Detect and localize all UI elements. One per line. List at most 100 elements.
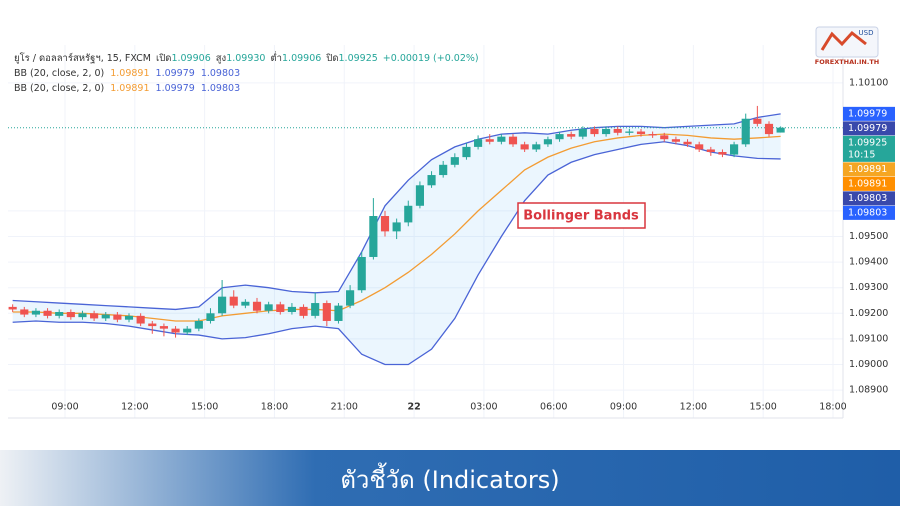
- candle-body: [66, 312, 75, 318]
- candle-body: [31, 310, 40, 315]
- ohlc-value: 1.09906: [171, 53, 210, 64]
- candle-body: [671, 139, 680, 142]
- candle-body: [136, 315, 145, 324]
- indicator-value: 1.09979: [156, 83, 195, 94]
- candle-body: [520, 144, 529, 150]
- candle-body: [543, 139, 552, 145]
- price-tag-label: 1.09979: [848, 123, 887, 134]
- candle-body: [55, 312, 64, 316]
- candle-body: [159, 326, 168, 329]
- symbol: ยูโร / ดอลลาร์สหรัฐฯ, 15, FXCM: [14, 52, 151, 64]
- footer-title: ตัวชี้วัด (Indicators): [340, 462, 559, 494]
- candle-body: [462, 146, 471, 158]
- candle-body: [753, 118, 762, 124]
- change: +0.00019 (+0.02%): [383, 53, 479, 64]
- band-fill: [12, 113, 781, 365]
- ohlc-value: 1.09925: [339, 53, 378, 64]
- candle-body: [602, 128, 611, 135]
- candle-body: [124, 315, 134, 320]
- x-tick-label: 12:00: [121, 402, 148, 413]
- upper-band: [12, 113, 781, 311]
- x-tick-label: 21:00: [331, 402, 358, 413]
- footer-banner: [0, 450, 900, 506]
- candle-body: [532, 144, 541, 150]
- y-tick-label: 1.09400: [849, 257, 888, 268]
- price-tag-label: 1.09891: [848, 164, 887, 175]
- candle-body: [555, 134, 564, 140]
- candle-body: [392, 222, 401, 232]
- price-tag-label: 1.09891: [848, 178, 887, 189]
- x-tick-label: 03:00: [470, 402, 497, 413]
- candle-body: [264, 304, 273, 311]
- price-tag-label: 1.09803: [848, 193, 887, 204]
- ohlc-value: 1.09930: [226, 53, 265, 64]
- symbol-legend: ยูโร / ดอลลาร์สหรัฐฯ, 15, FXCM เปิด1.0990…: [14, 51, 479, 64]
- price-tag-label: 1.09925: [848, 137, 887, 148]
- lower-band: [12, 141, 781, 366]
- candle-body: [718, 152, 727, 155]
- indicator-value: 1.09891: [110, 83, 149, 94]
- indicator-value: 1.09891: [110, 68, 149, 79]
- candle-body: [218, 296, 227, 314]
- candle-body: [660, 135, 669, 140]
- x-tick-label: 15:00: [191, 402, 218, 413]
- indicator-name: BB (20, close, 2, 0): [14, 83, 104, 94]
- candle-body: [648, 134, 657, 136]
- candle-body: [206, 313, 215, 321]
- candle-body: [404, 205, 413, 223]
- candle-body: [148, 323, 157, 327]
- x-tick-label: 12:00: [680, 402, 707, 413]
- candle-body: [497, 136, 506, 142]
- candle-body: [474, 139, 483, 147]
- y-tick-label: 1.09000: [849, 359, 888, 370]
- candle-body: [706, 149, 715, 153]
- candle-body: [78, 313, 87, 318]
- logo-icon: [820, 30, 867, 51]
- y-tick-label: 1.10100: [849, 77, 888, 88]
- candle-body: [450, 157, 459, 165]
- candle-body: [485, 139, 494, 142]
- candle-body: [508, 136, 518, 145]
- candle-body: [252, 301, 262, 311]
- candle-body: [287, 306, 296, 313]
- indicator-name: BB (20, close, 2, 0): [14, 68, 104, 79]
- candle-body: [346, 290, 355, 306]
- candle-body: [322, 303, 331, 321]
- candle-body: [439, 164, 448, 176]
- candle-body: [683, 141, 692, 145]
- candle-body: [241, 301, 250, 306]
- y-tick-label: 1.09100: [849, 333, 888, 344]
- logo: USD FOREXTHAI.IN.TH: [815, 26, 879, 66]
- candle-body: [90, 313, 99, 319]
- y-tick-label: 1.09500: [849, 231, 888, 242]
- candle-body: [380, 216, 390, 232]
- candle-body: [625, 131, 634, 133]
- x-tick-label: 22: [407, 402, 420, 413]
- price-tag: [843, 191, 895, 206]
- y-tick-label: 1.09300: [849, 282, 888, 293]
- candle-body: [695, 144, 704, 150]
- candle-body: [183, 328, 192, 333]
- x-tick-label: 09:00: [610, 402, 637, 413]
- candle-body: [369, 216, 378, 257]
- plot-area: [8, 45, 843, 418]
- candle-body: [590, 128, 599, 135]
- price-tag: [843, 205, 895, 220]
- candle-body: [578, 128, 587, 137]
- candle-body: [730, 144, 739, 155]
- ohlc-label: ต่ำ: [270, 51, 282, 64]
- candle-body: [299, 306, 308, 316]
- logo-text: FOREXTHAI.IN.TH: [815, 58, 879, 66]
- x-tick-label: 15:00: [749, 402, 776, 413]
- candle-body: [357, 256, 366, 291]
- price-tag: [843, 162, 895, 177]
- x-tick-label: 06:00: [540, 402, 567, 413]
- candle-body: [334, 305, 343, 321]
- candle-body: [8, 306, 17, 310]
- candle-body: [43, 310, 52, 316]
- ohlc-label: เปิด: [156, 53, 171, 64]
- y-tick-label: 1.08900: [849, 385, 888, 396]
- ohlc-label: ปิด: [325, 53, 338, 64]
- candle-body: [415, 185, 424, 206]
